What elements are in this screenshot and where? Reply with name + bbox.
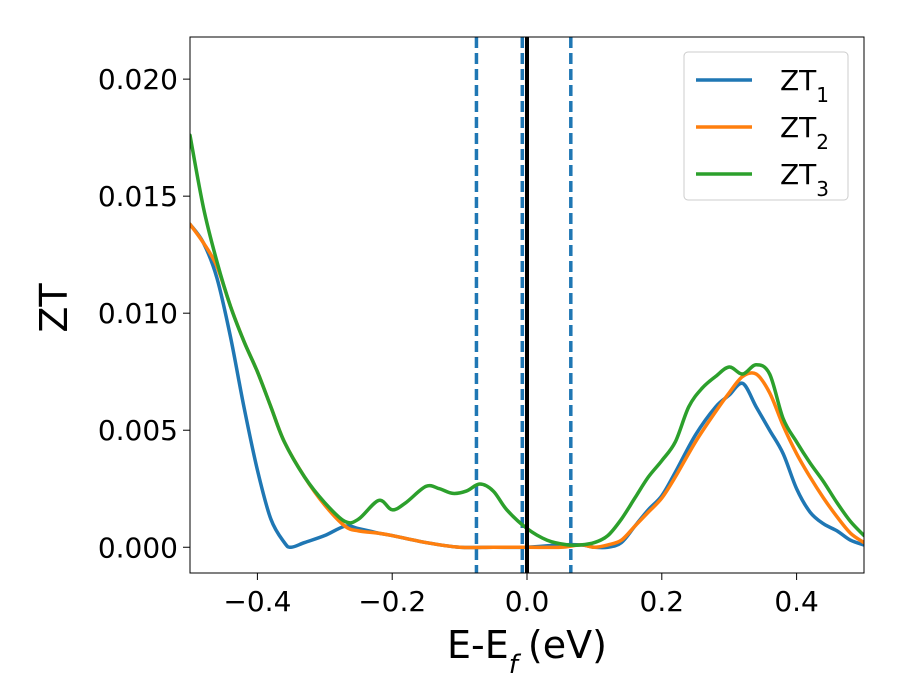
y-tick-label: 0.010 xyxy=(98,297,178,330)
legend-label-zt1: ZT1 xyxy=(780,64,829,107)
legend-box xyxy=(683,51,849,201)
x-tick-label: 0.2 xyxy=(640,585,685,618)
x-ticks: −0.4 −0.2 0.0 0.2 0.4 xyxy=(223,573,819,618)
x-tick-label: −0.2 xyxy=(358,585,426,618)
x-tick-label: 0.4 xyxy=(774,585,819,618)
x-axis-label: E-Ef (eV) xyxy=(447,623,607,680)
x-tick-label: −0.4 xyxy=(223,585,291,618)
y-tick-label: 0.000 xyxy=(98,531,178,564)
y-tick-label: 0.020 xyxy=(98,63,178,96)
y-tick-label: 0.005 xyxy=(98,414,178,447)
y-axis-label: ZT xyxy=(32,283,76,333)
y-tick-label: 0.015 xyxy=(98,180,178,213)
legend-label-zt3: ZT3 xyxy=(780,158,829,201)
series-line-zt3 xyxy=(190,133,864,548)
x-tick-label: 0.0 xyxy=(505,585,550,618)
legend-label-zt2: ZT2 xyxy=(780,111,829,154)
y-ticks: 0.000 0.005 0.010 0.015 0.020 xyxy=(98,63,190,564)
series-group xyxy=(190,37,864,573)
